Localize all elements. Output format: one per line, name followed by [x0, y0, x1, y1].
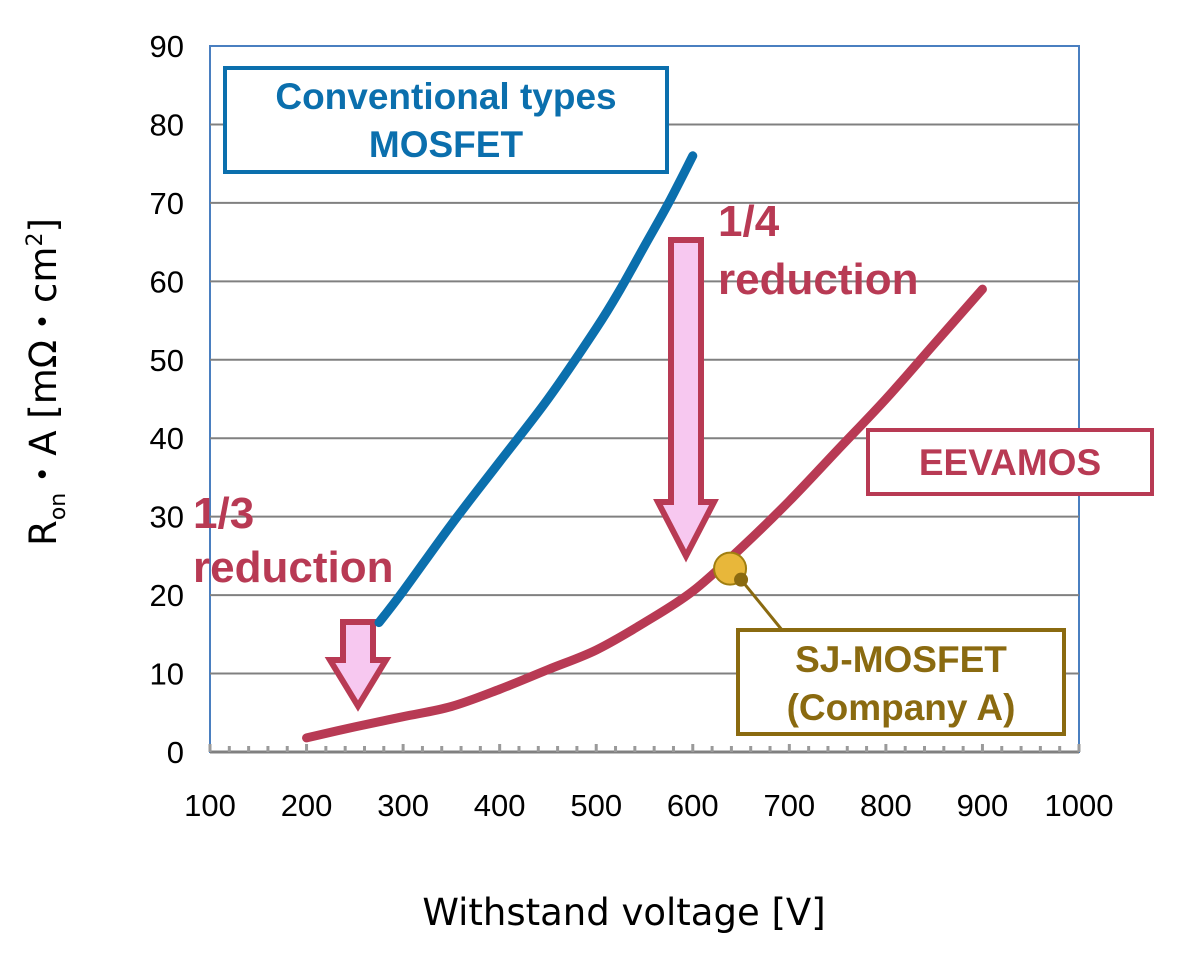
x-axis-label: Withstand voltage [V] [422, 891, 825, 934]
quarter-reduction-word: reduction [718, 255, 918, 304]
y-tick-label: 70 [150, 186, 184, 221]
sj-mosfet-leader-line [739, 578, 784, 631]
y-tick-label: 60 [150, 264, 184, 299]
x-tick-label: 700 [763, 788, 815, 823]
eevamos-label: EEVAMOS [919, 442, 1101, 483]
y-tick-label: 50 [150, 343, 184, 378]
sj-mosfet-label-line1: SJ-MOSFET [795, 639, 1007, 680]
series-line-conventional [374, 151, 698, 628]
eevamos-label-box [866, 428, 1154, 496]
x-tick-label: 500 [570, 788, 622, 823]
x-tick-label: 1000 [1045, 788, 1114, 823]
conventional-label-box [223, 66, 669, 174]
sj-mosfet-label-box [736, 628, 1066, 736]
y-tick-label: 20 [150, 578, 184, 613]
y-tick-label: 40 [150, 421, 184, 456]
y-axis-label-prefix: R [22, 520, 65, 546]
y-axis-label-suffix: ] [22, 218, 65, 232]
y-axis-label: Ron・A [mΩ・cm2] [22, 218, 71, 546]
y-tick-label: 80 [150, 107, 184, 142]
y-axis-label-subscript: on [46, 493, 71, 520]
y-axis-ticks: 0 10 20 30 40 50 60 70 80 90 [150, 29, 184, 770]
y-axis-label-superscript: 2 [23, 233, 48, 247]
x-tick-label: 100 [184, 788, 236, 823]
third-reduction-number: 1/3 [193, 489, 254, 538]
y-tick-label: 10 [150, 657, 184, 692]
x-axis-ticks: 100 200 300 400 500 600 700 800 900 1000 [184, 788, 1113, 823]
sj-mosfet-label-line2: (Company A) [787, 687, 1016, 728]
sj-mosfet-leader-dot [734, 572, 749, 587]
x-tick-label: 600 [667, 788, 719, 823]
y-tick-label: 30 [150, 500, 184, 535]
quarter-reduction-number: 1/4 [718, 197, 780, 246]
x-tick-label: 400 [474, 788, 526, 823]
x-tick-label: 200 [281, 788, 333, 823]
series-line-eevamos [302, 284, 987, 743]
x-axis-minor-ticks [208, 744, 1081, 752]
series-layer [302, 151, 987, 743]
x-tick-label: 900 [957, 788, 1009, 823]
y-tick-label: 0 [167, 735, 184, 770]
reduction-arrow-third [324, 619, 392, 712]
conventional-label-line2: MOSFET [369, 124, 524, 165]
conventional-label-line1: Conventional types [275, 76, 616, 117]
third-reduction-word: reduction [193, 543, 393, 592]
reduction-arrow-quarter [653, 237, 719, 563]
y-axis-label-main: ・A [mΩ・cm [22, 247, 65, 493]
y-tick-label: 90 [150, 29, 184, 64]
x-tick-label: 300 [377, 788, 429, 823]
x-tick-label: 800 [860, 788, 912, 823]
